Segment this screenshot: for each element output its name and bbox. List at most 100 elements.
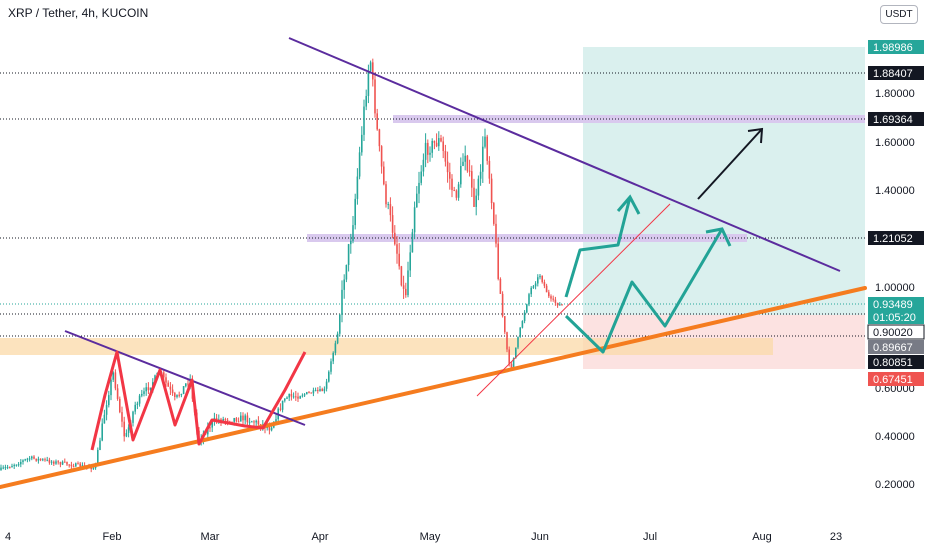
candle-body [257, 420, 260, 425]
candle-body [99, 440, 101, 450]
candle-body [185, 383, 187, 387]
candle-body [112, 372, 114, 380]
candle-body [468, 170, 471, 172]
candle-body [495, 223, 497, 244]
price-tag: 1.88407 [868, 66, 924, 80]
y-tick-label: 1.40000 [875, 185, 915, 197]
candle-body [253, 421, 255, 423]
price-tag: 01:05:20 [868, 310, 924, 324]
candle-body [37, 458, 40, 461]
price-tag-label: 0.67451 [873, 374, 913, 386]
candle-body [363, 106, 365, 135]
price-tag-bg [867, 324, 925, 340]
candle-body [440, 138, 442, 142]
candle-body [321, 389, 323, 392]
candle-body [431, 140, 433, 153]
candle-body [171, 389, 174, 394]
candle-body [2, 467, 4, 469]
candle-body [512, 358, 515, 368]
candle-body [182, 386, 185, 395]
price-tag-bg [868, 231, 924, 245]
early-resistance-trendline [64, 330, 306, 426]
y-tick-label: 1.00000 [875, 282, 915, 294]
zones-layer [0, 47, 865, 369]
price-tag-bg [868, 372, 924, 386]
candle-body [53, 461, 55, 464]
candle-body [374, 79, 376, 114]
candle-body [101, 423, 103, 441]
candle-body [493, 203, 495, 224]
candle-body [17, 464, 20, 466]
candle-body [123, 421, 125, 437]
candle-body [248, 421, 251, 423]
candle-body [537, 277, 539, 284]
candle-body [240, 415, 242, 422]
candle-body [556, 302, 559, 306]
support-zone [0, 338, 773, 355]
candle-body [306, 392, 308, 395]
candle-body [149, 387, 152, 391]
candle-body [165, 377, 167, 383]
candle-body [515, 347, 517, 359]
x-tick-label: Mar [201, 531, 220, 543]
candle-body [116, 388, 119, 399]
candle-body [347, 244, 350, 266]
candle-body [136, 403, 139, 405]
projection-arrowhead-alt [705, 227, 732, 247]
candle-body [209, 427, 211, 429]
candle-body [391, 215, 394, 233]
candle-body [457, 184, 460, 198]
candle-body [444, 150, 447, 162]
candle-body [174, 393, 176, 397]
candle-body [506, 332, 508, 350]
candle-body [127, 427, 130, 433]
candle-body [466, 155, 469, 171]
candle-body [521, 321, 524, 328]
candle-body [453, 190, 455, 192]
candle-body [284, 398, 286, 401]
candle-body [20, 461, 22, 465]
candle-body [545, 285, 548, 293]
candle-body [530, 287, 532, 295]
candle-body [64, 461, 66, 463]
x-tick-label: Feb [103, 531, 122, 543]
candle-body [24, 459, 26, 461]
candle-body [380, 146, 383, 167]
projection-path-alt [564, 228, 724, 354]
candle-body [138, 395, 141, 404]
x-tick-label: 23 [830, 531, 842, 543]
profit-zone [583, 47, 865, 315]
candle-body [33, 456, 35, 459]
candle-body [548, 292, 550, 297]
price-tag-label: 1.21052 [873, 233, 913, 245]
candle-body [561, 304, 563, 306]
currency-button[interactable]: USDT [880, 5, 918, 24]
candle-body [178, 394, 180, 396]
candle-body [11, 466, 13, 468]
candle-body [75, 463, 77, 467]
candle-body [332, 352, 334, 362]
candle-body [409, 252, 411, 271]
candle-body [244, 415, 246, 421]
candle-body [389, 204, 392, 216]
candle-body [449, 172, 451, 179]
x-tick-label: Jul [643, 531, 657, 543]
candle-body [180, 394, 183, 396]
candle-body [147, 387, 150, 391]
support-trendline [0, 286, 867, 489]
candle-body [31, 456, 33, 459]
candle-body [501, 293, 504, 317]
candle-body [433, 140, 436, 143]
candle-body [176, 394, 178, 397]
x-tick-label: May [420, 531, 441, 543]
x-tick-label: 4 [5, 531, 11, 543]
candle-body [251, 421, 253, 423]
candle-body [77, 463, 79, 465]
candle-body [114, 372, 117, 389]
candle-body [233, 418, 235, 422]
y-tick-label: 1.80000 [875, 88, 915, 100]
price-tag-label: 01:05:20 [873, 312, 916, 324]
candle-body [134, 404, 136, 412]
candle-body [288, 393, 290, 398]
